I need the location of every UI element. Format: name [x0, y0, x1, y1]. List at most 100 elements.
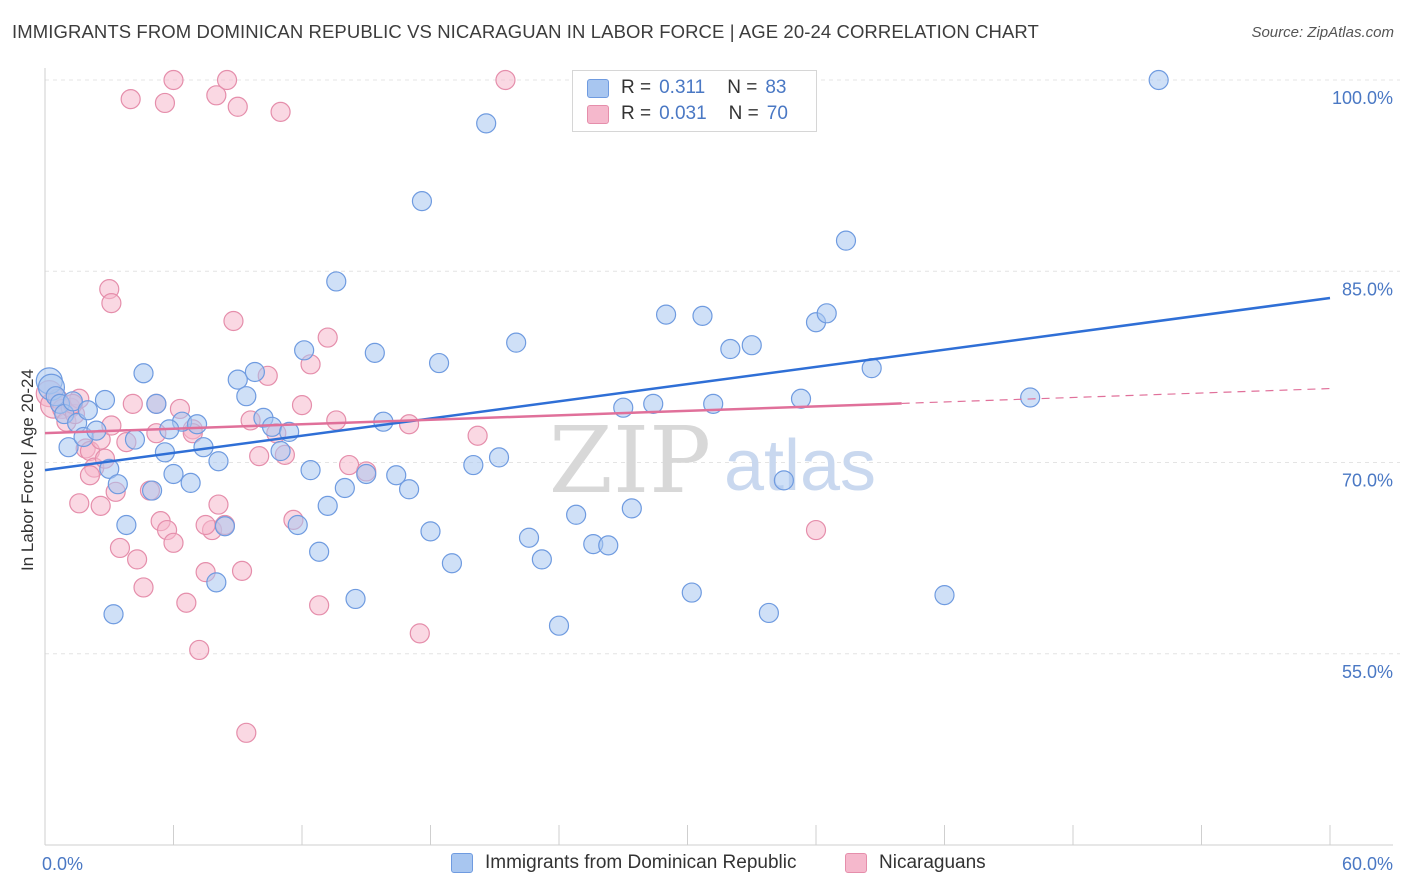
- tick-labels: 55.0% 70.0% 85.0% 100.0% 0.0% 60.0%: [42, 88, 1393, 874]
- watermark-atlas: atlas: [724, 426, 876, 506]
- y-tick-label-0: 55.0%: [1342, 662, 1393, 682]
- pink-point-36: [249, 446, 270, 467]
- blue-point-49: [428, 352, 450, 374]
- blue-point-54: [506, 332, 527, 353]
- axes: [44, 68, 1393, 846]
- pink-point-28: [189, 639, 210, 661]
- pink-point-61: [101, 293, 122, 314]
- legend-swatch-blue: [587, 78, 609, 98]
- blue-point-32: [270, 440, 291, 462]
- blue-point-58: [566, 504, 587, 525]
- blue-point-25: [208, 451, 229, 472]
- pink-point-60: [805, 519, 827, 541]
- blue-point-9: [77, 400, 98, 421]
- x-tick-label-0: 0.0%: [42, 854, 83, 874]
- pink-point-15: [109, 537, 131, 559]
- blue-point-77: [934, 584, 955, 606]
- blue-point-66: [692, 305, 713, 326]
- blue-point-17: [141, 480, 163, 501]
- blue-series-points: [35, 69, 1169, 636]
- blue-point-35: [294, 340, 315, 361]
- blue-point-74: [816, 303, 837, 324]
- blue-point-40: [334, 477, 355, 499]
- blue-point-29: [244, 361, 265, 383]
- blue-point-36: [300, 460, 321, 481]
- pink-point-51: [120, 89, 141, 110]
- bottom-legend-label-pink: Nicaraguans: [879, 852, 986, 873]
- pink-point-49: [409, 623, 430, 644]
- blue-point-57: [548, 615, 570, 636]
- blue-point-81: [103, 604, 124, 625]
- blue-point-75: [835, 230, 857, 251]
- blue-point-56: [531, 549, 552, 570]
- pink-point-18: [126, 549, 148, 570]
- blue-point-43: [364, 342, 385, 363]
- blue-point-26: [214, 516, 235, 537]
- legend-n-label-blue: N =: [727, 77, 758, 98]
- trend-lines: [44, 296, 1331, 472]
- pink-point-65: [195, 514, 216, 536]
- blue-point-71: [773, 470, 794, 491]
- legend-row-pink: R = 0.031 N = 70: [587, 101, 788, 127]
- blue-point-18: [146, 393, 167, 414]
- blue-point-70: [758, 602, 779, 624]
- blue-point-42: [356, 463, 377, 485]
- blue-point-37: [309, 541, 330, 562]
- blue-point-6: [62, 391, 83, 412]
- blue-point-15: [124, 429, 146, 450]
- blue-point-11: [94, 389, 116, 411]
- blue-point-51: [463, 454, 484, 476]
- pink-point-63: [90, 495, 111, 516]
- bottom-legend-swatch-blue: [451, 853, 473, 873]
- pink-point-45: [326, 410, 347, 431]
- pink-point-44: [317, 327, 338, 348]
- blue-point-63: [643, 393, 664, 414]
- blue-point-20: [163, 463, 184, 485]
- pink-trend-extension: [901, 387, 1331, 405]
- blue-point-23: [186, 414, 208, 435]
- blue-point-27: [227, 369, 248, 390]
- watermark-zip: ZIP: [549, 407, 711, 514]
- blue-point-52: [476, 113, 497, 134]
- blue-trend-line: [44, 296, 1331, 472]
- blue-point-34: [287, 514, 308, 536]
- blue-point-31: [261, 416, 283, 437]
- pink-point-58: [163, 69, 184, 91]
- blue-point-41: [345, 588, 366, 610]
- pink-point-19: [133, 577, 154, 598]
- blue-point-60: [598, 535, 619, 556]
- y-tick-label-1: 70.0%: [1342, 471, 1393, 491]
- pink-point-50: [467, 425, 488, 446]
- watermark: ZIP atlas: [549, 407, 876, 514]
- pink-point-26: [176, 592, 197, 613]
- blue-point-78: [1020, 387, 1041, 408]
- pink-point-48: [398, 414, 420, 435]
- blue-point-69: [741, 335, 762, 356]
- source-credit: Source: ZipAtlas.com: [1251, 24, 1394, 41]
- blue-point-55: [518, 527, 540, 548]
- blue-point-38: [317, 495, 338, 516]
- blue-point-13: [107, 474, 128, 495]
- pink-point-46: [339, 454, 360, 476]
- blue-point-22: [180, 472, 201, 493]
- blue-point-16: [133, 363, 154, 384]
- pink-point-24: [163, 532, 184, 553]
- blue-point-62: [621, 498, 642, 519]
- pink-trend-line: [44, 402, 902, 435]
- blue-point-14: [116, 514, 137, 536]
- pink-point-34: [231, 560, 253, 581]
- legend-r-label-pink: R =: [621, 103, 652, 124]
- pink-point-62: [69, 493, 90, 514]
- blue-point-53: [488, 447, 510, 468]
- blue-point-72: [790, 388, 812, 409]
- bottom-legend-blue: Immigrants from Dominican Republic: [451, 852, 797, 874]
- pink-point-41: [291, 395, 313, 416]
- blue-point-5: [58, 437, 79, 458]
- gridlines: [45, 79, 1400, 655]
- blue-point-47: [411, 191, 433, 212]
- y-tick-label-3: 100.0%: [1332, 88, 1393, 108]
- pink-point-54: [154, 92, 176, 114]
- legend-r-value-blue: 0.311: [659, 77, 706, 98]
- blue-point-65: [681, 582, 702, 603]
